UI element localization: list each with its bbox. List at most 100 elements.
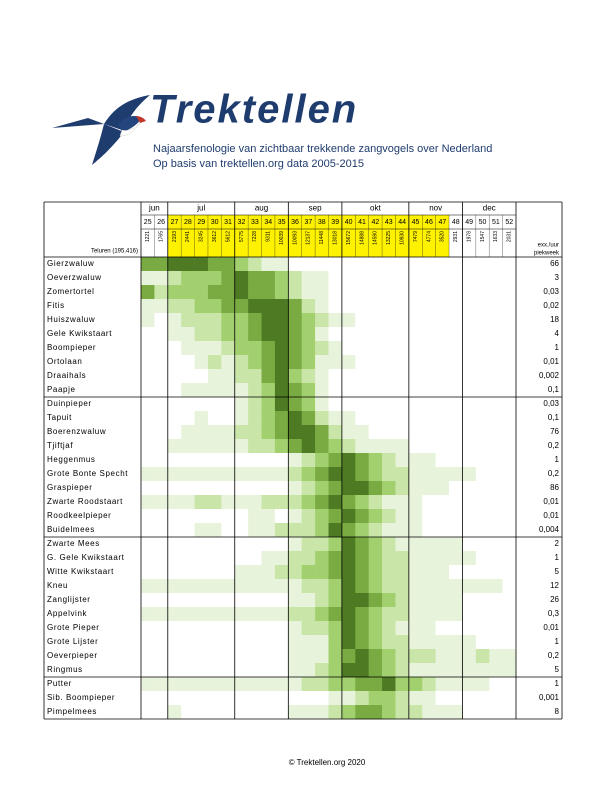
heat-cell (368, 383, 383, 398)
heat-cell (141, 355, 155, 370)
heat-cell (328, 383, 343, 398)
heat-cell (194, 509, 209, 524)
rate: 3 (555, 273, 560, 282)
heat-cell (274, 439, 289, 454)
heat-cell (181, 285, 195, 300)
heat-cell (167, 467, 182, 482)
heat-cell (234, 313, 249, 328)
heat-cell (234, 523, 249, 538)
heat-cell (274, 271, 289, 286)
heat-cell (154, 663, 169, 678)
heat-cell (395, 579, 410, 594)
heat-cell (341, 383, 356, 398)
heat-cell (502, 523, 517, 538)
heat-cell (288, 425, 303, 440)
heat-cell (435, 621, 450, 636)
heat-cell (395, 257, 410, 272)
heat-cell (274, 607, 289, 622)
heat-cell (221, 635, 236, 650)
heat-cell (261, 467, 276, 482)
heat-cell (315, 313, 329, 328)
heat-cell (261, 397, 276, 412)
heat-cell (449, 313, 463, 328)
heat-cell (382, 467, 396, 482)
heat-cell (154, 397, 169, 412)
heat-cell (355, 257, 369, 272)
heat-cell (315, 523, 329, 538)
heat-cell (261, 411, 276, 426)
heat-cell (422, 565, 436, 580)
heat-cell (301, 663, 316, 678)
heat-cell (288, 593, 303, 608)
heat-cell (181, 705, 195, 720)
heat-cell (368, 299, 383, 314)
heat-cell (328, 691, 343, 706)
heat-cell (301, 593, 316, 608)
heat-cell (355, 327, 369, 342)
heat-cell (248, 313, 262, 328)
heat-cell (368, 523, 383, 538)
week-highlight (221, 215, 235, 229)
heat-cell (395, 691, 410, 706)
heat-cell (328, 313, 343, 328)
heat-cell (462, 341, 477, 356)
heat-cell (234, 635, 249, 650)
heat-cell (422, 341, 436, 356)
heat-cell (502, 327, 517, 342)
heat-cell (221, 495, 236, 510)
heat-cell (221, 607, 236, 622)
heat-cell (489, 593, 503, 608)
heat-cell (502, 565, 517, 580)
heat-cell (395, 565, 410, 580)
heat-cell (449, 565, 463, 580)
heat-cell (154, 369, 169, 384)
heat-cell (355, 621, 369, 636)
heat-cell (181, 621, 195, 636)
heat-cell (355, 649, 369, 664)
heat-cell (355, 299, 369, 314)
species-name: Duinpieper (47, 399, 92, 408)
heat-cell (167, 509, 182, 524)
heat-cell (328, 579, 343, 594)
rate: 1 (555, 343, 560, 352)
heat-cell (328, 593, 343, 608)
heat-cell (167, 453, 182, 468)
heat-cell (422, 453, 436, 468)
heat-cell (382, 341, 396, 356)
heat-cell (261, 453, 276, 468)
heat-cell (154, 355, 169, 370)
heat-cell (248, 327, 262, 342)
heat-cell (301, 481, 316, 496)
heat-cell (141, 467, 155, 482)
species-name: Kneu (47, 581, 68, 590)
week-highlight (382, 215, 396, 229)
hours-highlight (368, 229, 383, 257)
heat-cell (248, 383, 262, 398)
heat-cell (382, 705, 396, 720)
heat-cell (382, 369, 396, 384)
heat-cell (301, 299, 316, 314)
heat-cell (341, 369, 356, 384)
heat-cell (261, 495, 276, 510)
heat-cell (462, 411, 477, 426)
heat-cell (154, 439, 169, 454)
week-number: 42 (371, 219, 379, 226)
heat-cell (449, 677, 463, 692)
heat-cell (449, 509, 463, 524)
heat-cell (462, 453, 477, 468)
heat-cell (181, 509, 195, 524)
heat-cell (261, 621, 276, 636)
heat-cell (154, 537, 169, 552)
rate: 0,03 (543, 287, 559, 296)
heat-cell (382, 411, 396, 426)
heat-cell (422, 327, 436, 342)
heat-cell (167, 691, 182, 706)
rate: 0,01 (543, 511, 559, 520)
hours-highlight (234, 229, 249, 257)
heat-cell (489, 607, 503, 622)
heat-cell (462, 481, 477, 496)
heat-cell (422, 467, 436, 482)
heat-cell (141, 621, 155, 636)
heat-cell (167, 607, 182, 622)
heat-cell (435, 411, 450, 426)
